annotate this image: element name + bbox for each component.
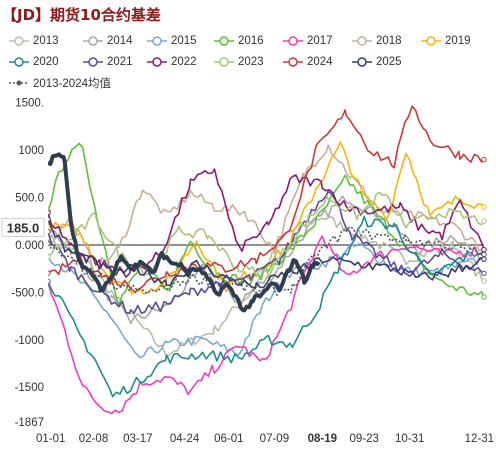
series-point-2021 <box>481 270 487 277</box>
x-tick-label: 12-31 <box>465 433 494 445</box>
series-line-2021[interactable] <box>48 190 485 315</box>
legend-item-2025[interactable]: 2025 <box>351 54 402 70</box>
series-line-2015[interactable] <box>48 243 485 359</box>
y-tick-label: 1000 <box>18 145 44 157</box>
x-tick-label: 02-08 <box>79 433 108 445</box>
legend-item-2019[interactable]: 2019 <box>420 33 471 49</box>
y-tick-label: 500.0 <box>15 193 44 205</box>
legend-item-2015[interactable]: 2015 <box>146 33 197 49</box>
x-tick-label: 08-19 <box>308 433 337 445</box>
legend-marker-icon <box>83 36 103 46</box>
legend-label: 2020 <box>33 56 59 68</box>
legend-marker-icon <box>352 57 372 67</box>
legend-marker-icon <box>214 36 234 46</box>
series-point-2023 <box>48 254 51 260</box>
legend-marker-icon <box>9 36 29 46</box>
legend-label: 2021 <box>107 56 133 68</box>
legend-label: 2025 <box>376 56 402 68</box>
series-line-2024[interactable] <box>48 105 485 293</box>
legend-marker-icon <box>147 57 167 67</box>
legend-label: 2013-2024均值 <box>33 78 111 90</box>
legend-item-2018[interactable]: 2018 <box>351 33 402 49</box>
series-point-2025 <box>481 256 487 262</box>
series-point-2022 <box>481 246 487 253</box>
y-tick-label: -1500 <box>15 382 44 394</box>
x-tick-label: 06-01 <box>214 433 243 445</box>
legend-item-2024[interactable]: 2024 <box>282 54 333 70</box>
chart-title: 【JD】期货10合约基差 <box>2 6 161 24</box>
legend-item-2017[interactable]: 2017 <box>282 33 333 49</box>
legend-label: 2014 <box>107 35 133 47</box>
legend-label: 2013 <box>33 35 59 47</box>
y-tick-label: -1000 <box>15 335 44 347</box>
legend-marker-icon <box>83 57 103 67</box>
legend[interactable]: 2013 2014 2015 2016 2017 2018 2019 2020 2021 2022… <box>0 33 496 95</box>
legend-label: 2016 <box>238 35 264 47</box>
legend-label: 2019 <box>445 35 471 47</box>
legend-item-2022[interactable]: 2022 <box>146 54 197 70</box>
legend-item-2013[interactable]: 2013 <box>8 33 59 49</box>
legend-item-2016[interactable]: 2016 <box>213 33 264 49</box>
series-line-2025[interactable] <box>48 218 485 290</box>
x-tick-label: 09-23 <box>350 433 379 445</box>
legend-label: 2023 <box>238 56 264 68</box>
legend-label: 2024 <box>307 56 333 68</box>
legend-item-2021[interactable]: 2021 <box>82 54 133 70</box>
series-point-2023 <box>481 218 487 224</box>
x-tick-label: 04-24 <box>170 433 200 445</box>
legend-marker-icon <box>214 57 234 67</box>
series-point-2021 <box>48 229 51 235</box>
series-line-2022[interactable] <box>48 168 485 278</box>
x-tick-label: 10-31 <box>395 433 424 445</box>
current-value-label: 185.0 <box>7 220 40 235</box>
current-value-badge <box>1 217 45 237</box>
legend-item-2013-2024均值[interactable]: 2013-2024均值 <box>8 75 111 91</box>
y-tick-label: -500.0 <box>11 287 44 299</box>
legend-marker-icon <box>9 80 29 86</box>
series-point-2020 <box>48 278 51 284</box>
y-tick-label: 0.000 <box>15 240 44 252</box>
y-tick-label: 1500. <box>15 98 44 110</box>
legend-label: 2015 <box>171 35 197 47</box>
legend-label: 2022 <box>171 56 197 68</box>
legend-marker-icon <box>147 36 167 46</box>
legend-marker-icon <box>283 57 303 67</box>
series-point-2016 <box>481 294 487 300</box>
legend-label: 2018 <box>376 35 402 47</box>
x-tick-label: 01-01 <box>36 433 65 445</box>
series-point-2022 <box>48 209 51 216</box>
legend-marker-icon <box>352 36 372 46</box>
legend-label: 2017 <box>307 35 333 47</box>
series-point-2025 <box>48 216 51 222</box>
series-line-2018[interactable] <box>48 144 485 273</box>
series-lines <box>48 105 487 415</box>
legend-marker-icon <box>9 57 29 67</box>
y-tick-label: -1867 <box>15 417 44 429</box>
x-tick-label: 03-17 <box>123 433 152 445</box>
series-point-2019 <box>481 204 487 210</box>
series-point-2024 <box>481 156 487 163</box>
series-line-2020[interactable] <box>48 215 485 398</box>
series-point-2013 <box>481 278 487 284</box>
series-line-2017[interactable] <box>48 235 485 415</box>
legend-item-2023[interactable]: 2023 <box>213 54 264 70</box>
series-point-2013-2024均值 <box>481 251 487 258</box>
legend-marker-icon <box>283 36 303 46</box>
legend-item-2020[interactable]: 2020 <box>8 54 59 70</box>
legend-item-2014[interactable]: 2014 <box>82 33 133 49</box>
series-line-current[interactable] <box>48 152 321 313</box>
legend-marker-icon <box>421 36 441 46</box>
series-point-2013-2024均值 <box>48 240 51 247</box>
series-point-2024 <box>48 270 51 276</box>
x-tick-label: 07-09 <box>260 433 289 445</box>
